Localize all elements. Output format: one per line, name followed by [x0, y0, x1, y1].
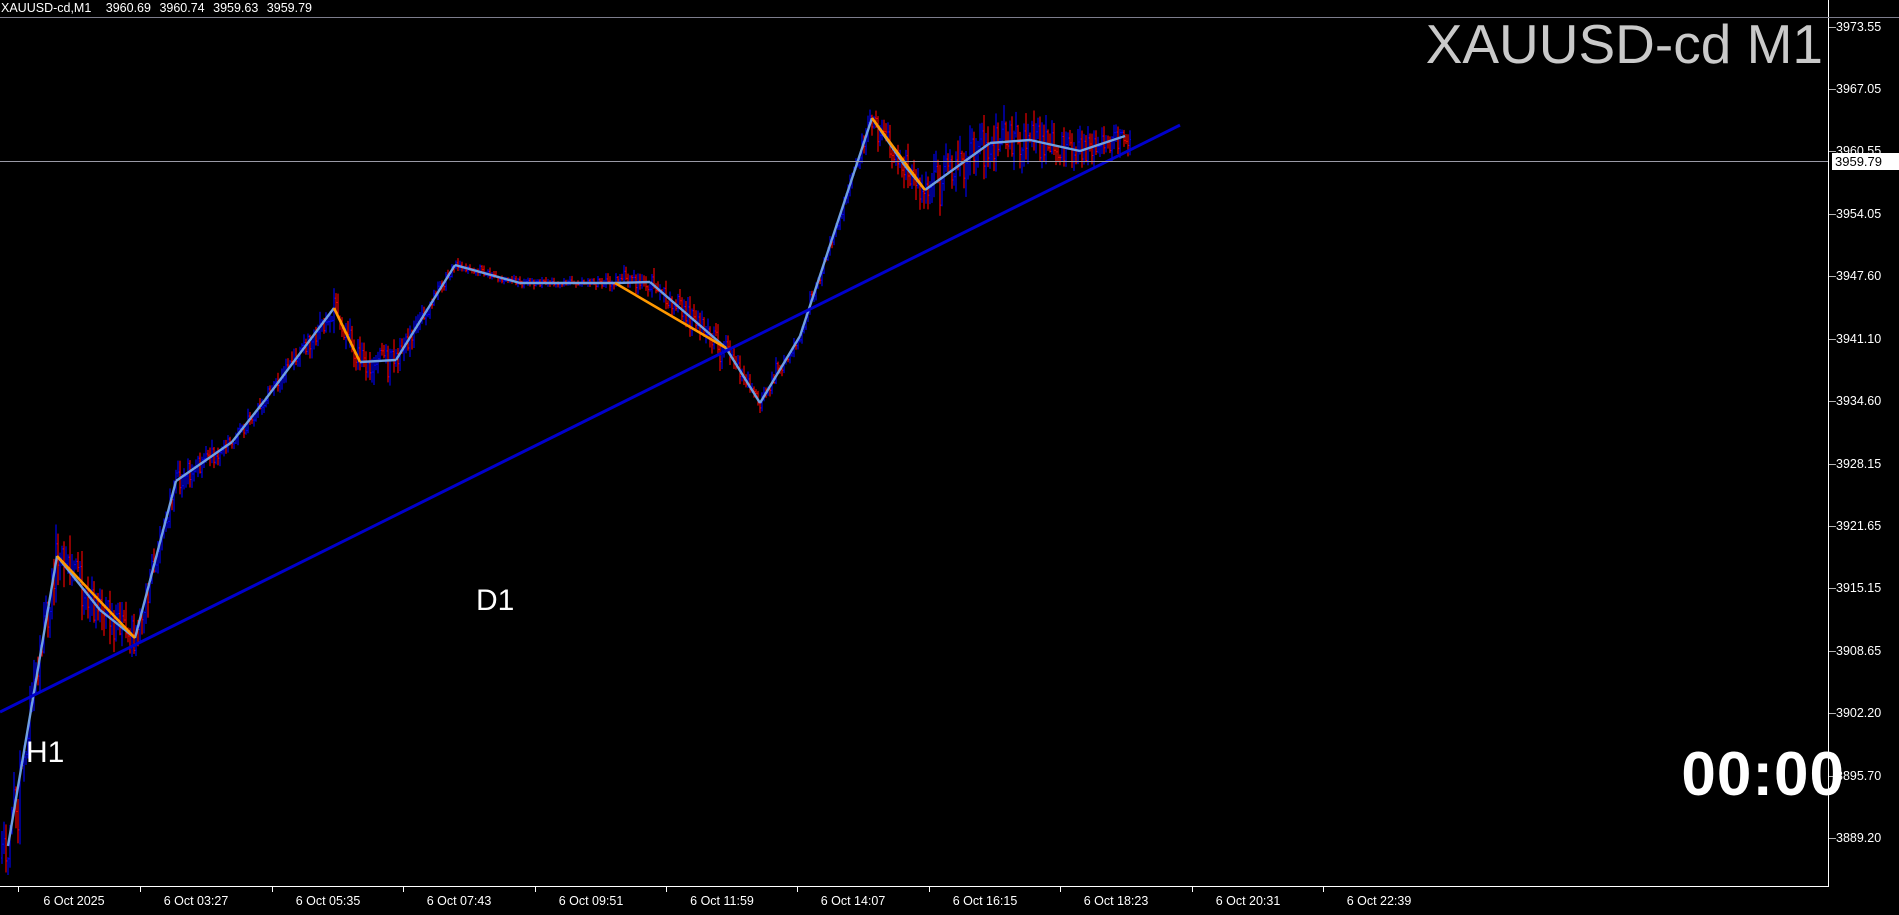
price-tick: –3928.15: [1829, 457, 1899, 472]
time-tick-mark: [1192, 887, 1193, 892]
time-tick-mark: [535, 887, 536, 892]
time-tick-mark: [929, 887, 930, 892]
price-tick: –3895.70: [1829, 769, 1899, 784]
price-tick: –3973.55: [1829, 20, 1899, 35]
price-tick-label: 3947.60: [1836, 269, 1882, 283]
bar-countdown-timer: 00:00: [1681, 740, 1845, 809]
price-tick: –3954.05: [1829, 207, 1899, 222]
price-axis-line: [1828, 0, 1829, 887]
ohlc-bars: [1, 105, 1131, 875]
price-tick-label: 3921.65: [1836, 519, 1882, 533]
support-trendline: [0, 123, 1181, 714]
price-tick-mark: –: [1829, 269, 1836, 283]
price-tick: –3915.15: [1829, 581, 1899, 596]
price-tick-mark: –: [1829, 144, 1836, 158]
price-tick-mark: –: [1829, 394, 1836, 408]
time-tick-mark: [140, 887, 141, 892]
symbol-period-label: XAUUSD-cd,M1: [1, 1, 92, 15]
price-tick-label: 3967.05: [1836, 82, 1882, 96]
price-tick-mark: –: [1829, 20, 1836, 34]
time-tick-mark: [797, 887, 798, 892]
price-tick: –3947.60: [1829, 269, 1899, 284]
zigzag-up-legs: [6, 117, 1126, 847]
time-tick-label: 6 Oct 11:59: [690, 894, 754, 908]
time-axis-line: [0, 886, 1829, 887]
time-tick-label: 6 Oct 22:39: [1346, 894, 1412, 908]
price-tick-mark: –: [1829, 82, 1836, 96]
price-tick-label: 3902.20: [1836, 706, 1882, 720]
time-tick-label: 6 Oct 2025: [43, 894, 105, 908]
price-tick-label: 3941.10: [1836, 332, 1882, 346]
time-tick-label: 6 Oct 05:35: [295, 894, 361, 908]
current-price-label: 3959.79: [1832, 153, 1899, 170]
price-tick: –3889.20: [1829, 831, 1899, 846]
time-tick-label: 6 Oct 20:31: [1215, 894, 1281, 908]
time-tick-mark: [1060, 887, 1061, 892]
time-tick-mark: [666, 887, 667, 892]
price-tick: –3921.65: [1829, 519, 1899, 534]
price-tick-mark: –: [1829, 831, 1836, 845]
ohlc-close: 3959.79: [266, 1, 312, 15]
ohlc-high: 3960.74: [159, 1, 205, 15]
price-tick-mark: –: [1829, 581, 1836, 595]
price-tick-mark: –: [1829, 769, 1836, 783]
price-tick-mark: –: [1829, 706, 1836, 720]
current-price-line: [0, 161, 1829, 162]
price-tick-label: 3954.05: [1836, 207, 1882, 221]
zigzag-down-legs: [56, 117, 927, 639]
timeframe-label-h1: H1: [26, 736, 65, 769]
chart-plot-area[interactable]: [0, 18, 1829, 887]
time-tick-mark: [18, 887, 19, 892]
time-scale[interactable]: 6 Oct 2025 6 Oct 03:27 6 Oct 05:35 6 Oct 07…: [0, 887, 1829, 915]
price-tick: –3967.05: [1829, 82, 1899, 97]
price-tick-mark: –: [1829, 644, 1836, 658]
time-tick-label: 6 Oct 18:23: [1083, 894, 1149, 908]
chart-watermark: XAUUSD-cd M1: [1425, 13, 1823, 75]
time-tick-label: 6 Oct 07:43: [426, 894, 492, 908]
ohlc-low: 3959.63: [213, 1, 259, 15]
price-tick-mark: –: [1829, 457, 1836, 471]
price-tick-label: 3928.15: [1836, 457, 1882, 471]
price-tick: –3934.60: [1829, 394, 1899, 409]
time-tick-label: 6 Oct 16:15: [952, 894, 1018, 908]
price-chart-svg: [0, 105, 1181, 875]
price-tick-label: 3915.15: [1836, 581, 1882, 595]
time-tick-label: 6 Oct 03:27: [163, 894, 229, 908]
quote-bar: XAUUSD-cd,M1 3960.69 3960.74 3959.63 395…: [0, 0, 1899, 17]
price-tick-label: 3908.65: [1836, 644, 1882, 658]
time-tick-mark: [403, 887, 404, 892]
price-tick-mark: –: [1829, 519, 1836, 533]
ohlc-open: 3960.69: [105, 1, 151, 15]
time-tick-mark: [1323, 887, 1324, 892]
price-tick: –3941.10: [1829, 332, 1899, 347]
ohlc-values: 3960.69 3960.74 3959.63 3959.79: [95, 1, 317, 15]
price-tick-mark: –: [1829, 332, 1836, 346]
price-tick: –3908.65: [1829, 644, 1899, 659]
timeframe-label-d1: D1: [476, 584, 515, 617]
price-tick: –3902.20: [1829, 706, 1899, 721]
time-tick-label: 6 Oct 14:07: [820, 894, 886, 908]
price-tick-label: 3895.70: [1836, 769, 1882, 783]
price-tick-mark: –: [1829, 207, 1836, 221]
time-tick-label: 6 Oct 09:51: [558, 894, 624, 908]
header-divider: [0, 17, 1899, 18]
price-tick-label: 3973.55: [1836, 20, 1882, 34]
time-tick-mark: [272, 887, 273, 892]
price-tick-label: 3889.20: [1836, 831, 1882, 845]
price-tick-label: 3934.60: [1836, 394, 1882, 408]
